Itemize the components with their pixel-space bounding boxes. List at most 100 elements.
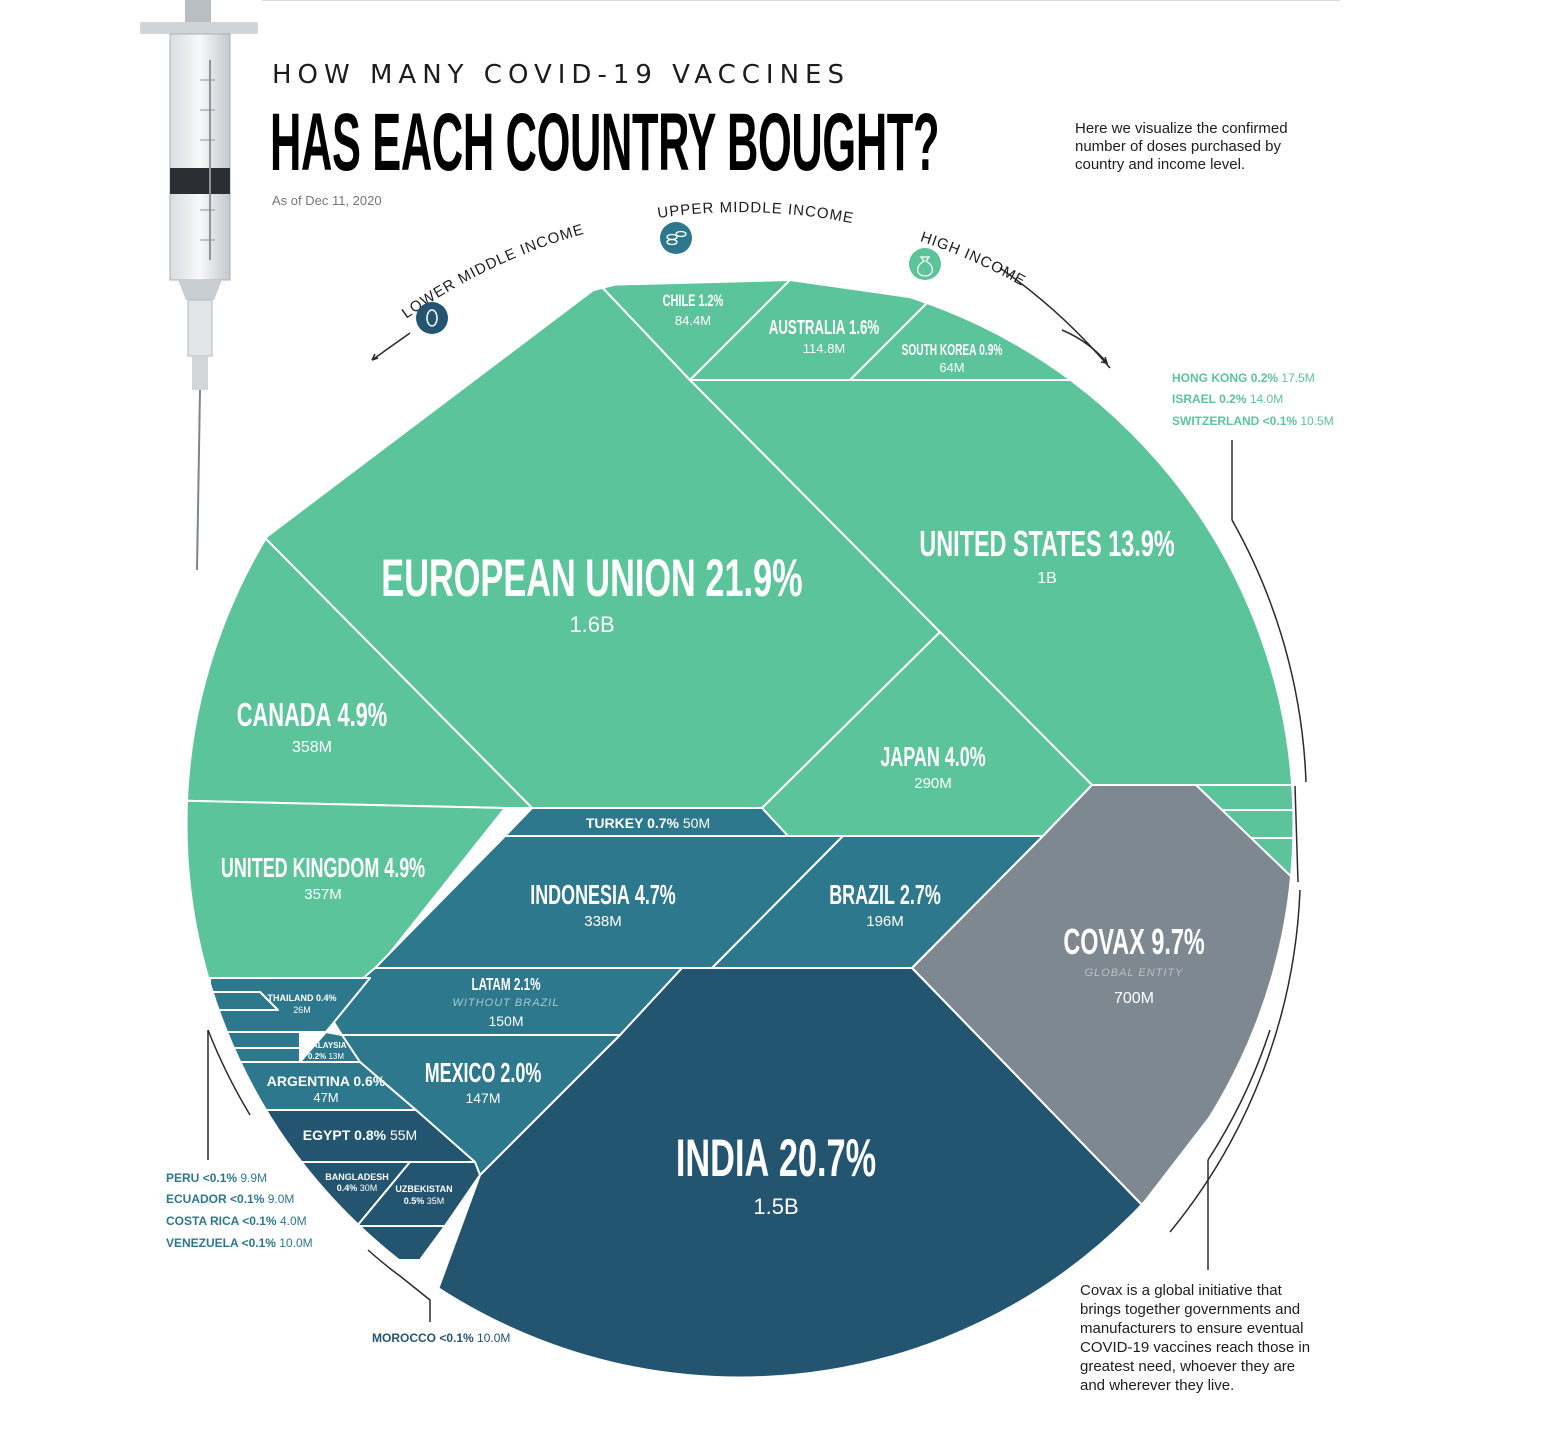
callout-venezuela-doses: 10.0M xyxy=(279,1236,312,1250)
label-australia-name: AUSTRALIA xyxy=(769,315,846,339)
label-egypt: EGYPT 0.8% 55M xyxy=(303,1127,417,1143)
value-argentina: 47M xyxy=(313,1090,338,1105)
label-bangladesh-name: BANGLADESH xyxy=(325,1172,389,1182)
cell-ecuador xyxy=(209,1047,301,1063)
label-bangladesh-detail: 0.4% 30M xyxy=(337,1183,378,1193)
cell-uzbekistan xyxy=(356,1161,481,1227)
label-uzbekistan: UZBEKISTAN xyxy=(395,1184,452,1194)
label-south-korea: SOUTH KOREA 0.9% xyxy=(902,341,1003,359)
label-latam-share: 2.1% xyxy=(514,975,541,995)
callout-costa-rica-doses: 4.0M xyxy=(280,1214,307,1228)
callout-peru-doses: 9.9M xyxy=(240,1171,267,1185)
callout-morocco: MOROCCO <0.1% 10.0M xyxy=(372,1331,510,1345)
coin-stack-icon xyxy=(660,222,692,254)
label-malaysia-name: MALAYSIA xyxy=(305,1041,346,1050)
callout-ecuador-doses: 9.0M xyxy=(268,1192,295,1206)
callout-venezuela-name: VENEZUELA xyxy=(166,1236,239,1250)
label-covax-name: COVAX xyxy=(1063,923,1144,962)
value-latam: 150M xyxy=(488,1013,523,1029)
label-south-korea-name: SOUTH KOREA xyxy=(902,341,977,359)
callout-ecuador-share: <0.1% xyxy=(230,1192,265,1206)
value-brazil: 196M xyxy=(866,913,904,930)
value-indonesia: 338M xyxy=(584,913,622,930)
value-chile: 84.4M xyxy=(675,313,711,328)
callout-switzerland-doses: 10.5M xyxy=(1300,414,1333,428)
label-argentina-share: 0.6% xyxy=(353,1073,385,1089)
label-argentina-name: ARGENTINA xyxy=(267,1073,350,1089)
label-turkey-share: 0.7% xyxy=(647,815,679,831)
callout-israel-name: ISRAEL xyxy=(1172,392,1216,406)
chart-kicker: HOW MANY COVID-19 VACCINES xyxy=(272,60,850,90)
svg-text:UPPER MIDDLE INCOME: UPPER MIDDLE INCOME xyxy=(656,199,855,227)
value-australia: 114.8M xyxy=(803,341,845,356)
label-united-states-share: 13.9% xyxy=(1108,525,1174,564)
label-thailand-name: THAILAND xyxy=(267,993,313,1003)
label-australia: AUSTRALIA 1.6% xyxy=(769,315,879,339)
label-united-kingdom: UNITED KINGDOM 4.9% xyxy=(221,852,425,883)
coin-icon xyxy=(416,302,448,334)
callout-ecuador: ECUADOR <0.1% 9.0M xyxy=(166,1192,294,1206)
label-malaysia: MALAYSIA xyxy=(305,1041,346,1050)
label-united-states: UNITED STATES 13.9% xyxy=(919,525,1174,564)
label-united-kingdom-share: 4.9% xyxy=(384,852,425,883)
sublabel-latam: WITHOUT BRAZIL xyxy=(453,997,560,1009)
value-uzbekistan: 35M xyxy=(427,1196,445,1206)
intro-text: Here we visualize the confirmed number o… xyxy=(1075,120,1288,173)
value-japan: 290M xyxy=(914,775,952,792)
callout-israel-doses: 14.0M xyxy=(1250,392,1283,406)
label-argentina: ARGENTINA 0.6% xyxy=(267,1073,386,1089)
label-india: INDIA 20.7% xyxy=(676,1130,876,1188)
syringe-icon xyxy=(140,0,258,571)
value-india: 1.5B xyxy=(753,1194,798,1219)
callout-venezuela-share: <0.1% xyxy=(242,1236,277,1250)
callout-ecuador-name: ECUADOR xyxy=(166,1192,227,1206)
label-uzbekistan-name: UZBEKISTAN xyxy=(395,1184,452,1194)
label-covax-share: 9.7% xyxy=(1151,923,1204,962)
callout-costa-rica-name: COSTA RICA xyxy=(166,1214,240,1228)
label-mexico-share: 2.0% xyxy=(500,1057,541,1088)
label-australia-share: 1.6% xyxy=(849,315,879,339)
label-brazil: BRAZIL 2.7% xyxy=(829,879,941,910)
label-united-kingdom-name: UNITED KINGDOM xyxy=(221,852,379,883)
top-rule xyxy=(262,0,1340,1)
value-turkey: 50M xyxy=(683,815,710,831)
cell-peru xyxy=(209,1031,301,1049)
value-canada: 358M xyxy=(292,739,332,756)
label-indonesia-name: INDONESIA xyxy=(530,879,630,910)
label-japan: JAPAN 4.0% xyxy=(880,741,986,772)
label-united-states-name: UNITED STATES xyxy=(919,525,1101,564)
label-european-union-share: 21.9% xyxy=(705,550,802,608)
callout-peru: PERU <0.1% 9.9M xyxy=(166,1171,267,1185)
value-covax: 700M xyxy=(1114,990,1154,1007)
label-malaysia-detail: 0.2% 13M xyxy=(308,1052,344,1061)
label-canada-share: 4.9% xyxy=(337,696,387,734)
label-covax: COVAX 9.7% xyxy=(1063,923,1204,962)
label-chile: CHILE 1.2% xyxy=(663,292,724,311)
value-thailand: 26M xyxy=(293,1005,311,1015)
label-european-union-name: EUROPEAN UNION xyxy=(381,550,696,608)
value-mexico: 147M xyxy=(465,1090,500,1106)
label-indonesia: INDONESIA 4.7% xyxy=(530,879,676,910)
label-european-union: EUROPEAN UNION 21.9% xyxy=(381,550,802,608)
as-of-date: As of Dec 11, 2020 xyxy=(272,193,382,208)
label-canada: CANADA 4.9% xyxy=(237,696,387,734)
callout-morocco-name: MOROCCO xyxy=(372,1331,436,1345)
value-european-union: 1.6B xyxy=(569,612,614,637)
label-japan-name: JAPAN xyxy=(880,741,939,772)
value-united-states: 1B xyxy=(1037,570,1057,587)
label-bangladesh: BANGLADESH xyxy=(325,1172,389,1182)
label-mexico-name: MEXICO xyxy=(425,1057,496,1088)
callout-hong-kong-doses: 17.5M xyxy=(1281,371,1314,385)
label-india-share: 20.7% xyxy=(779,1130,876,1188)
label-india-name: INDIA xyxy=(676,1130,769,1188)
label-chile-share: 1.2% xyxy=(698,292,723,311)
money-bag-icon xyxy=(909,248,941,280)
label-turkey-name: TURKEY xyxy=(586,815,644,831)
label-japan-share: 4.0% xyxy=(945,741,986,772)
callout-peru-name: PERU xyxy=(166,1171,199,1185)
label-latam: LATAM 2.1% xyxy=(471,975,540,995)
callout-peru-share: <0.1% xyxy=(203,1171,238,1185)
value-united-kingdom: 357M xyxy=(304,886,342,903)
label-egypt-name: EGYPT xyxy=(303,1127,351,1143)
callout-morocco-share: <0.1% xyxy=(439,1331,474,1345)
